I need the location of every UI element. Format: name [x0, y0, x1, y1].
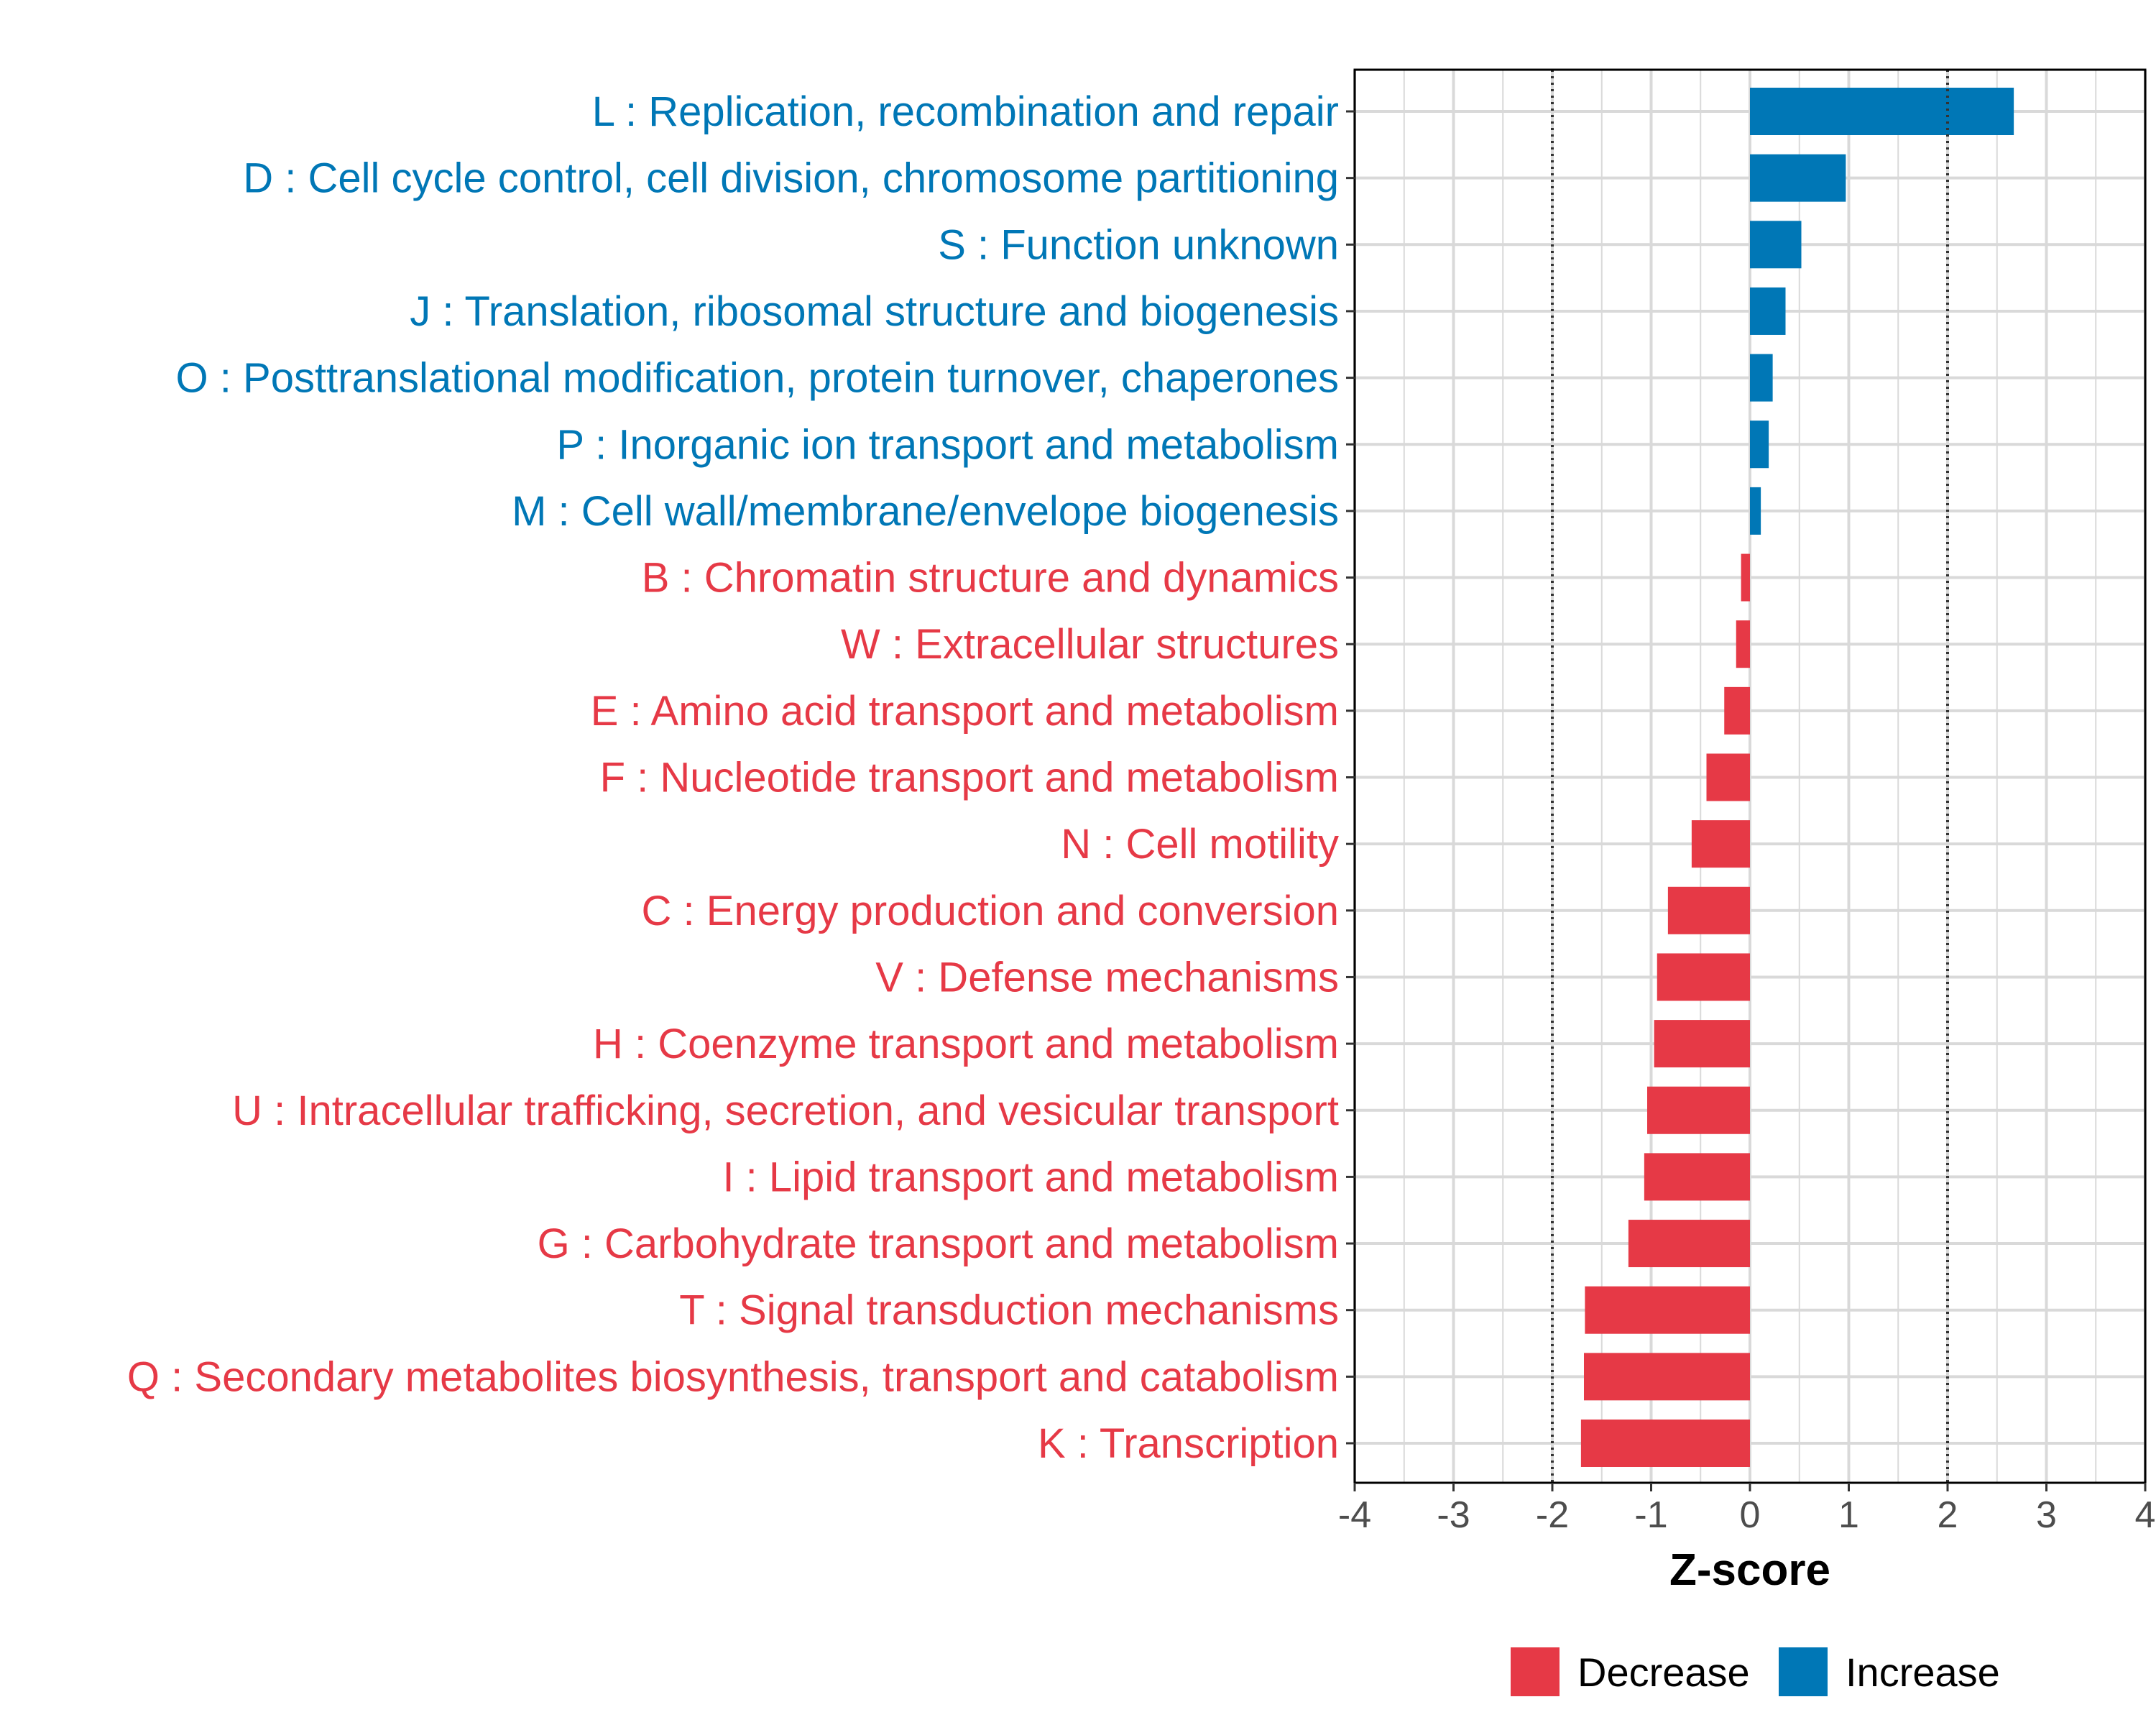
bar — [1750, 221, 1802, 269]
legend-label: Decrease — [1577, 1650, 1750, 1695]
category-label: E : Amino acid transport and metabolism — [591, 688, 1339, 735]
bar — [1691, 820, 1750, 868]
x-tick-label: 4 — [2135, 1494, 2156, 1536]
x-tick-label: -1 — [1634, 1494, 1667, 1536]
bar-layer — [1580, 88, 2014, 1467]
category-label: B : Chromatin structure and dynamics — [642, 555, 1339, 602]
bar — [1706, 753, 1750, 801]
category-label: C : Energy production and conversion — [642, 888, 1339, 934]
x-tick-label: 3 — [2036, 1494, 2057, 1536]
category-label: S : Function unknown — [938, 221, 1339, 268]
x-tick-label: -3 — [1437, 1494, 1470, 1536]
legend-label: Increase — [1846, 1650, 2000, 1695]
bar — [1647, 1086, 1750, 1134]
legend: Decrease Increase — [1511, 1647, 2000, 1696]
bar — [1628, 1220, 1750, 1268]
category-label: I : Lipid transport and metabolism — [722, 1154, 1339, 1200]
category-label: N : Cell motility — [1061, 821, 1339, 868]
bar — [1584, 1353, 1750, 1401]
category-label: K : Transcription — [1038, 1420, 1339, 1467]
bar — [1585, 1286, 1750, 1334]
bar — [1750, 487, 1761, 535]
category-label: G : Carbohydrate transport and metabolis… — [538, 1220, 1339, 1267]
x-tick-label: -4 — [1338, 1494, 1371, 1536]
bar — [1741, 553, 1750, 602]
x-tick-label: 2 — [1938, 1494, 1958, 1536]
category-labels: L : Replication, recombination and repai… — [127, 88, 1339, 1467]
bar — [1750, 420, 1769, 469]
bar — [1644, 1153, 1750, 1201]
x-tick-label: 1 — [1838, 1494, 1859, 1536]
bar — [1736, 620, 1750, 668]
bar — [1750, 88, 2014, 135]
legend-swatch — [1779, 1647, 1828, 1696]
category-label: J : Translation, ribosomal structure and… — [410, 288, 1339, 335]
bar — [1580, 1420, 1750, 1467]
category-label: M : Cell wall/membrane/envelope biogenes… — [512, 488, 1339, 535]
category-label: H : Coenzyme transport and metabolism — [593, 1021, 1339, 1067]
x-tick-label: -2 — [1536, 1494, 1569, 1536]
bar — [1750, 354, 1773, 402]
category-label: P : Inorganic ion transport and metaboli… — [556, 421, 1339, 468]
bar — [1654, 1020, 1750, 1068]
bar — [1667, 886, 1750, 934]
category-label: L : Replication, recombination and repai… — [592, 88, 1339, 135]
bar — [1750, 154, 1846, 202]
category-label: Q : Secondary metabolites biosynthesis, … — [127, 1353, 1339, 1400]
category-label: V : Defense mechanisms — [875, 954, 1339, 1000]
threshold-layer — [1551, 70, 1949, 1483]
category-label: W : Extracellular structures — [841, 621, 1339, 668]
category-label: T : Signal transduction mechanisms — [679, 1287, 1339, 1334]
category-label: U : Intracellular trafficking, secretion… — [232, 1087, 1339, 1134]
x-tick-label: 0 — [1740, 1494, 1761, 1536]
y-axis-ticks — [1346, 110, 1355, 1445]
bar — [1750, 287, 1786, 335]
legend-swatch — [1511, 1647, 1560, 1696]
category-label: O : Posttranslational modification, prot… — [176, 355, 1339, 402]
category-label: D : Cell cycle control, cell division, c… — [243, 155, 1339, 202]
bar — [1724, 686, 1750, 735]
category-label: F : Nucleotide transport and metabolism — [600, 755, 1339, 801]
x-axis-ticks: -4 -3 -2 -1 0 1 2 3 4 — [1338, 1483, 2156, 1536]
x-axis-title: Z-score — [1669, 1545, 1830, 1595]
bar — [1657, 953, 1750, 1001]
